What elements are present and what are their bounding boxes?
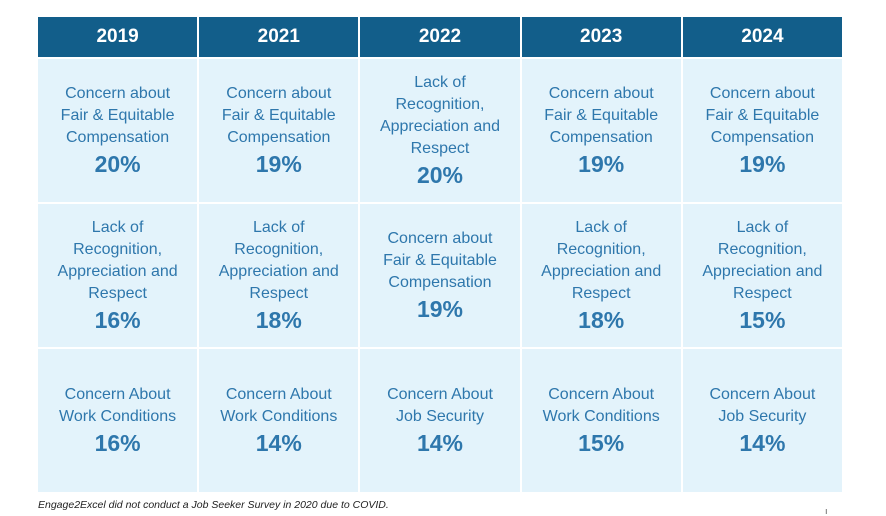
table-cell: Lack of Recognition, Appreciation and Re… <box>360 59 520 202</box>
cell-percent: 18% <box>578 307 625 333</box>
footnote: Engage2Excel did not conduct a Job Seeke… <box>38 499 389 511</box>
cell-label: Concern about Fair & Equitable Compensat… <box>544 85 659 146</box>
cell-label: Concern About Work Conditions <box>542 386 660 425</box>
year-header-2019: 2019 <box>38 17 198 57</box>
year-header-2024: 2024 <box>682 17 842 57</box>
cell-percent: 19% <box>578 151 625 177</box>
cell-percent: 16% <box>94 307 141 333</box>
page-mark: ı <box>825 506 828 516</box>
results-table: 2019 2021 2022 2023 2024 Concern about F… <box>38 17 842 492</box>
cell-label: Concern about Fair & Equitable Compensat… <box>383 230 497 291</box>
table-cell: Concern About Work Conditions 16% <box>38 349 198 492</box>
cell-label: Lack of Recognition, Appreciation and Re… <box>57 219 178 302</box>
table-cell: Concern about Fair & Equitable Compensat… <box>38 59 198 202</box>
table-cell: Concern About Work Conditions 15% <box>521 349 681 492</box>
cell-percent: 15% <box>739 307 786 333</box>
cell-label: Concern About Work Conditions <box>220 386 338 425</box>
cell-percent: 19% <box>255 151 302 177</box>
year-header-2021: 2021 <box>199 17 359 57</box>
cell-percent: 19% <box>739 151 786 177</box>
cell-label: Lack of Recognition, Appreciation and Re… <box>541 219 662 302</box>
cell-label: Concern about Fair & Equitable Compensat… <box>221 85 336 146</box>
table-cell: Lack of Recognition, Appreciation and Re… <box>682 204 842 347</box>
cell-label: Concern About Work Conditions <box>59 386 177 425</box>
table-cell: Concern about Fair & Equitable Compensat… <box>360 204 520 347</box>
cell-percent: 14% <box>739 430 786 456</box>
table-cell: Lack of Recognition, Appreciation and Re… <box>38 204 198 347</box>
table-cell: Concern About Job Security 14% <box>360 349 520 492</box>
table-cell: Concern about Fair & Equitable Compensat… <box>682 59 842 202</box>
cell-label: Concern About Job Security <box>709 386 816 425</box>
cell-percent: 15% <box>578 430 625 456</box>
table-cell: Lack of Recognition, Appreciation and Re… <box>521 204 681 347</box>
cell-label: Concern about Fair & Equitable Compensat… <box>705 85 820 146</box>
cell-percent: 14% <box>255 430 302 456</box>
cell-label: Lack of Recognition, Appreciation and Re… <box>702 219 823 302</box>
table-cell: Concern about Fair & Equitable Compensat… <box>521 59 681 202</box>
cell-percent: 20% <box>416 162 464 188</box>
year-header-2022: 2022 <box>360 17 520 57</box>
cell-label: Lack of Recognition, Appreciation and Re… <box>218 219 339 302</box>
table-cell: Concern About Job Security 14% <box>682 349 842 492</box>
cell-percent: 20% <box>94 151 141 177</box>
cell-percent: 16% <box>94 430 141 456</box>
cell-label: Concern about Fair & Equitable Compensat… <box>60 85 175 146</box>
cell-percent: 14% <box>416 430 464 456</box>
cell-label: Lack of Recognition, Appreciation and Re… <box>379 74 501 157</box>
cell-percent: 19% <box>416 296 464 322</box>
table-cell: Concern About Work Conditions 14% <box>199 349 359 492</box>
table-cell: Lack of Recognition, Appreciation and Re… <box>199 204 359 347</box>
table-cell: Concern about Fair & Equitable Compensat… <box>199 59 359 202</box>
year-header-2023: 2023 <box>521 17 681 57</box>
cell-label: Concern About Job Security <box>387 386 493 425</box>
cell-percent: 18% <box>255 307 302 333</box>
